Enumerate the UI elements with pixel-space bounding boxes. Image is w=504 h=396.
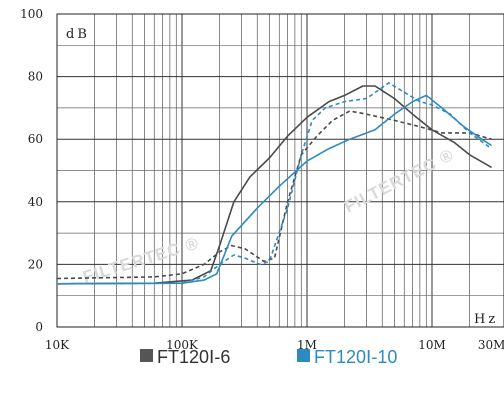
- series-line-2: [57, 110, 492, 280]
- y-tick-label: 80: [28, 70, 43, 84]
- x-unit-label: Hz: [474, 312, 498, 327]
- y-tick-label: 20: [28, 257, 43, 271]
- y-tick-label: 40: [28, 195, 43, 209]
- y-tick-labels: 0 20 40 60 80 100: [20, 7, 43, 334]
- legend-swatch-ft120-6: [140, 349, 153, 362]
- x-tick-label: 10K: [45, 338, 70, 352]
- x-tick-label: 100K: [166, 338, 199, 352]
- legend-label-ft120-6: FT120Ⅰ-6: [157, 347, 230, 367]
- x-tick-labels: 10K 100K 1M 10M 30M: [45, 338, 504, 352]
- x-tick-label: 1M: [297, 338, 317, 352]
- y-tick-label: 60: [28, 132, 43, 146]
- watermarks: FILTERTEC ® FILTERTEC ®: [81, 145, 458, 287]
- x-tick-label: 30M: [478, 338, 504, 352]
- legend: FT120Ⅰ-6 FT120Ⅰ-10: [140, 347, 397, 367]
- watermark-left: FILTERTEC ®: [81, 233, 202, 286]
- plot-frame: [56, 13, 504, 328]
- y-tick-label: 0: [35, 320, 43, 334]
- series-line-1: [57, 85, 492, 285]
- x-tick-label: 10M: [418, 338, 446, 352]
- y-tick-label: 100: [20, 7, 43, 21]
- y-unit-label: dB: [66, 27, 90, 42]
- watermark-right: FILTERTEC ®: [341, 145, 457, 217]
- legend-swatch-ft120-10: [297, 349, 310, 362]
- series-layer: [57, 82, 493, 285]
- legend-label-ft120-10: FT120Ⅰ-10: [314, 347, 397, 367]
